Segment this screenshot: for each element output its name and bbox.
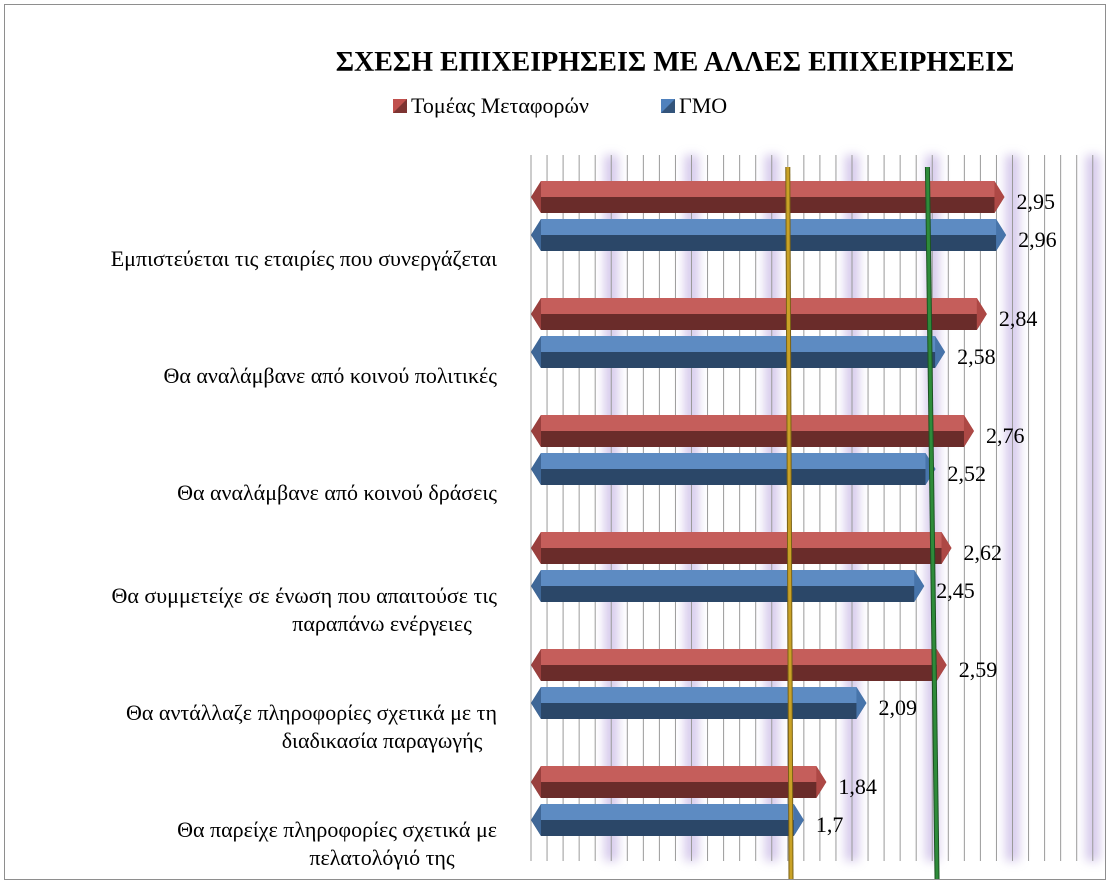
data-label: 2,09 [878,695,917,720]
bar-start-cap [531,181,541,213]
bar-bottom [531,197,1005,213]
category-label: πελατολόγιό της [309,845,455,870]
bar-top [531,570,925,586]
bar-bottom [531,782,827,798]
bar-end-cap [936,649,947,681]
mean-line-green [925,166,939,879]
bar-start-cap [531,687,541,719]
bar-start-cap [531,453,541,485]
bar-top [531,532,952,548]
bar-start-cap [531,298,541,330]
category-label: Θα αντάλλαζε πληροφορίες σχετικά με τη [126,700,497,725]
data-label: 2,76 [986,423,1025,448]
data-label: 2,45 [936,578,975,603]
bar-bottom [531,352,946,368]
bar-bottom [531,665,947,681]
bar-bottom [531,235,1007,251]
data-labels: 2,95 2,96 2,842,58 2,762,52 2,62 2,45 2,59 2,09… [816,189,1057,837]
bar-start-cap [531,570,541,602]
legend-label-0: Τομέας Μεταφορών [411,93,589,118]
grid-layer [530,155,1100,861]
reference-lines [785,166,940,879]
bar-start-cap [531,336,541,368]
data-label: 2,52 [947,461,986,486]
bar-end-cap [994,181,1005,213]
bar-end-cap [816,766,827,798]
category-label: Θα αναλάμβανε από κοινού πολιτικές [163,363,497,388]
category-labels: Εμπιστεύεται τις εταιρίες που συνεργάζετ… [111,246,498,870]
bar-top [531,336,946,352]
bar-end-cap [941,532,952,564]
bar-bottom [531,314,987,330]
category-label: Εμπιστεύεται τις εταιρίες που συνεργάζετ… [111,246,497,271]
legend: Τομέας Μεταφορών ΓΜΟ [393,93,727,118]
bar-start-cap [531,766,541,798]
bar-start-cap [531,804,541,836]
data-label: 2,59 [959,657,998,682]
bar-bottom [531,820,804,836]
bar-start-cap [531,219,541,251]
bar-start-cap [531,649,541,681]
bar-bottom [531,586,925,602]
bar-top [531,415,974,431]
bar-end-cap [793,804,804,836]
bar-bottom [531,469,936,485]
bar-top [531,687,867,703]
bar-top [531,219,1007,235]
bar-bottom [531,703,867,719]
chart-frame: ΣΧΕΣΗ ΕΠΙΧΕΙΡΗΣΕΙΣ ΜΕ ΑΛΛΕΣ ΕΠΙΧΕΙΡΗΣΕΙΣ… [4,4,1106,880]
data-label: 2,62 [964,540,1003,565]
bar-end-cap [914,570,925,602]
category-label: Θα αναλάμβανε από κοινού δράσεις [177,480,497,505]
category-label: παραπάνω ενέργειες [292,611,472,636]
bar-top [531,181,1005,197]
legend-label-1: ΓΜΟ [679,93,727,118]
bar-end-cap [996,219,1007,251]
category-label: διαδικασία παραγωγής [282,728,483,753]
bar-end-cap [935,336,946,368]
data-label: 2,58 [957,344,996,369]
bar-top [531,453,936,469]
bar-top [531,298,987,314]
mean-line-gold [786,166,793,879]
data-label: 2,96 [1018,227,1057,252]
bars-layer [531,181,1007,836]
bar-top [531,766,827,782]
data-label: 2,95 [1016,189,1055,214]
bar-end-cap [963,415,974,447]
legend-swatch-shade-0 [393,99,407,113]
bar-bottom [531,548,952,564]
bar-end-cap [976,298,987,330]
chart-title: ΣΧΕΣΗ ΕΠΙΧΕΙΡΗΣΕΙΣ ΜΕ ΑΛΛΕΣ ΕΠΙΧΕΙΡΗΣΕΙΣ [336,47,1015,78]
chart-svg: ΣΧΕΣΗ ΕΠΙΧΕΙΡΗΣΕΙΣ ΜΕ ΑΛΛΕΣ ΕΠΙΧΕΙΡΗΣΕΙΣ… [111,47,1100,879]
data-label: 1,84 [838,774,877,799]
category-label: Θα συμμετείχε σε ένωση που απαιτούσε τις [111,583,497,608]
legend-swatch-shade-1 [661,99,675,113]
data-label: 2,84 [999,306,1038,331]
bar-start-cap [531,532,541,564]
bar-start-cap [531,415,541,447]
category-label: Θα παρείχε πληροφορίες σχετικά με [177,817,497,842]
data-label: 1,7 [816,812,844,837]
bar-top [531,804,804,820]
bar-bottom [531,431,974,447]
bar-top [531,649,947,665]
bar-end-cap [856,687,867,719]
